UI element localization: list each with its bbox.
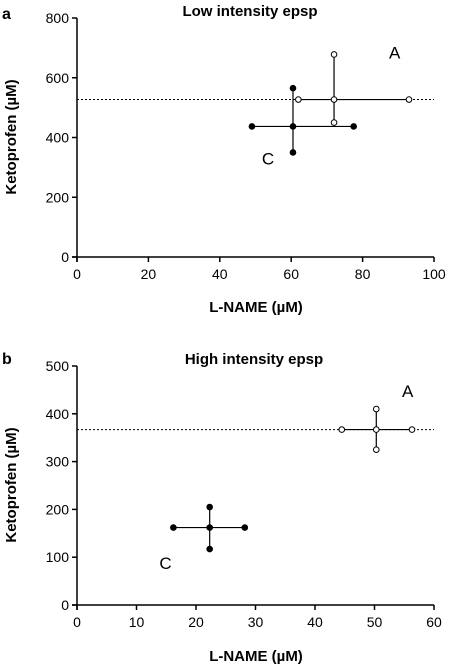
data-point xyxy=(206,503,213,511)
y-tick-label: 200 xyxy=(46,189,70,205)
x-tick-label: 100 xyxy=(422,266,446,282)
data-point xyxy=(330,119,338,126)
y-tick-label: 500 xyxy=(46,358,70,374)
x-tick-label: 40 xyxy=(212,266,228,282)
x-tick-label: 80 xyxy=(355,266,371,282)
y-tick-label: 400 xyxy=(46,130,70,146)
data-point xyxy=(350,123,357,130)
data-point xyxy=(206,545,213,553)
y-tick-label: 0 xyxy=(61,597,69,613)
series-label: A xyxy=(389,43,401,62)
series-label: C xyxy=(262,149,274,168)
data-point xyxy=(289,84,297,92)
x-tick-label: 0 xyxy=(73,266,81,282)
y-tick-label: 800 xyxy=(46,10,70,26)
y-tick-label: 0 xyxy=(61,249,69,265)
data-point xyxy=(372,405,380,413)
data-point xyxy=(330,96,338,103)
panel-label: a xyxy=(2,6,11,23)
data-point xyxy=(289,123,297,130)
y-axis-label: Ketoprofen (µM) xyxy=(3,79,20,194)
series-label: C xyxy=(159,554,171,573)
x-tick-label: 30 xyxy=(248,614,264,630)
y-tick-label: 400 xyxy=(46,406,70,422)
chart-title: High intensity epsp xyxy=(185,351,323,368)
data-point xyxy=(408,426,416,433)
data-point xyxy=(248,123,256,130)
chart-title: Low intensity epsp xyxy=(182,3,317,20)
plot-area: 0 200 400 600 800 0 20 40 60 80 100 A C xyxy=(46,10,446,282)
data-point xyxy=(170,524,177,531)
x-tick-label: 0 xyxy=(73,614,81,630)
x-axis-label: L-NAME (µM) xyxy=(209,648,303,665)
panel-label: b xyxy=(2,351,12,368)
x-tick-label: 10 xyxy=(129,614,145,630)
data-point xyxy=(338,426,346,433)
data-point xyxy=(241,524,249,531)
x-tick-label: 40 xyxy=(307,614,323,630)
y-tick-label: 100 xyxy=(46,549,70,565)
y-tick-label: 200 xyxy=(46,501,70,517)
x-tick-label: 20 xyxy=(188,614,204,630)
x-tick-label: 20 xyxy=(141,266,157,282)
data-point xyxy=(330,51,338,58)
data-point xyxy=(405,96,413,103)
data-point xyxy=(289,149,297,156)
y-tick-label: 300 xyxy=(46,454,70,470)
data-point xyxy=(372,446,380,453)
panel-a: a Low intensity epsp Ketoprofen (µM) L-N… xyxy=(2,3,446,316)
data-point xyxy=(295,96,302,103)
plot-area: 0 100 200 300 400 500 0 10 20 30 40 50 60 A C xyxy=(46,358,442,630)
x-tick-label: 60 xyxy=(426,614,442,630)
series-label: A xyxy=(402,382,414,401)
panel-b: b High intensity epsp Ketoprofen (µM) L-… xyxy=(2,351,442,665)
x-tick-label: 60 xyxy=(283,266,299,282)
y-tick-label: 600 xyxy=(46,70,70,86)
x-axis-label: L-NAME (µM) xyxy=(209,299,303,316)
y-axis-label: Ketoprofen (µM) xyxy=(3,427,20,542)
data-point xyxy=(372,426,380,433)
data-point xyxy=(206,524,213,531)
x-tick-label: 50 xyxy=(367,614,383,630)
